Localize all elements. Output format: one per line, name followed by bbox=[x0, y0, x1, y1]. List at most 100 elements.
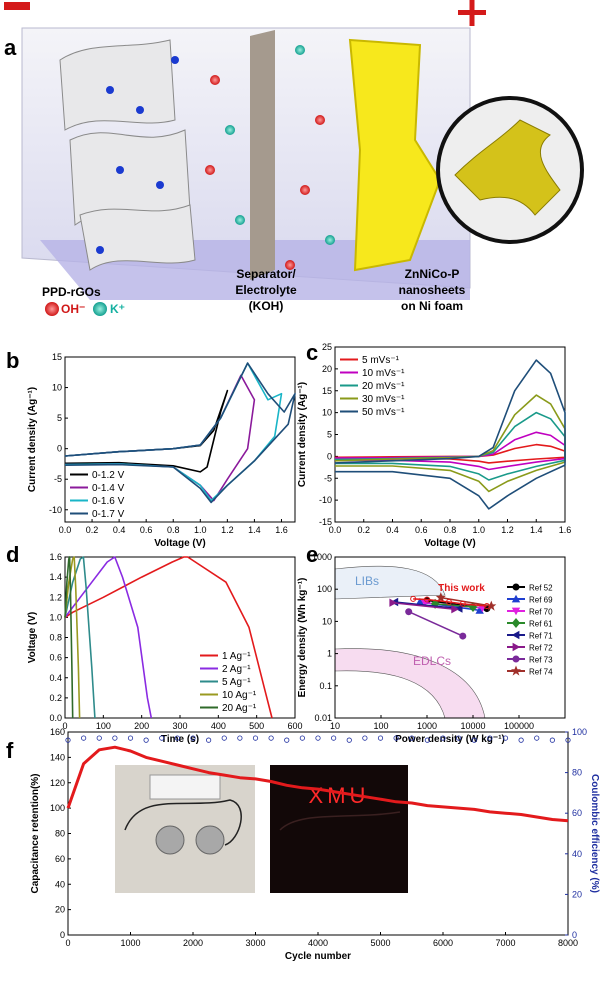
label: nanosheets bbox=[399, 283, 466, 297]
libs-region bbox=[334, 565, 446, 600]
series-line bbox=[64, 556, 153, 719]
marker bbox=[475, 606, 484, 614]
x-tick-label: 100000 bbox=[504, 721, 534, 731]
y-axis-label: Voltage (V) bbox=[27, 612, 38, 663]
y-tick-label: -5 bbox=[324, 473, 332, 483]
y-tick-label: 160 bbox=[50, 727, 65, 737]
plot-frame bbox=[64, 356, 296, 523]
x-tick-label: 400 bbox=[211, 721, 226, 731]
graphene-sheets bbox=[59, 39, 196, 271]
legend-marker bbox=[511, 607, 521, 616]
y-tick-label: 0 bbox=[60, 930, 65, 940]
y-tick-label: 100 bbox=[50, 803, 65, 813]
y-tick-label: 1.4 bbox=[49, 572, 62, 582]
x-tick-label: 0.8 bbox=[167, 525, 180, 535]
x-tick-label: 0 bbox=[62, 721, 67, 731]
legend-label: 0-1.6 V bbox=[92, 496, 125, 507]
x-axis-label: Time (s) bbox=[161, 734, 199, 745]
legend-label: Ref 69 bbox=[529, 596, 553, 605]
marker bbox=[331, 735, 337, 741]
x-tick-label: 8000 bbox=[558, 938, 578, 948]
legend-label: 5 Ag⁻¹ bbox=[222, 677, 251, 688]
marker bbox=[420, 599, 430, 607]
y-tick-label: 10 bbox=[322, 408, 332, 418]
marker bbox=[445, 599, 452, 606]
x-tick-label: 100 bbox=[373, 721, 388, 731]
label: ZnNiCo-P bbox=[405, 267, 460, 281]
marker bbox=[127, 735, 134, 741]
x-tick-label: 0.2 bbox=[86, 525, 99, 535]
y-tick-label: 0.1 bbox=[319, 681, 332, 691]
y2-tick-label: 100 bbox=[572, 727, 587, 737]
marker bbox=[81, 735, 87, 741]
y-tick-label: 60 bbox=[55, 854, 65, 864]
x-tick-label: 600 bbox=[287, 721, 302, 731]
label: K⁺ bbox=[110, 302, 125, 316]
marker bbox=[471, 737, 477, 743]
highlight-label: This work bbox=[438, 583, 485, 594]
y-tick-label: 0.8 bbox=[49, 633, 62, 643]
plot-frame bbox=[64, 556, 296, 719]
label: PPD-rGOs bbox=[42, 285, 101, 299]
marker bbox=[237, 735, 243, 741]
molecules bbox=[96, 56, 179, 254]
marker bbox=[518, 737, 524, 743]
marker bbox=[456, 735, 462, 741]
series-line bbox=[64, 556, 96, 719]
marker bbox=[143, 737, 149, 743]
minus-sign bbox=[4, 2, 30, 10]
legend-label: 2 Ag⁻¹ bbox=[222, 664, 251, 675]
panel-label: a bbox=[4, 35, 17, 60]
plot-frame bbox=[334, 556, 566, 719]
x-tick-label: 1.6 bbox=[559, 525, 572, 535]
marker bbox=[459, 632, 467, 640]
label: Separator/ bbox=[236, 267, 296, 281]
foam-branch bbox=[454, 119, 561, 216]
panel-label: b bbox=[6, 348, 19, 373]
x-tick-label: 0 bbox=[65, 938, 70, 948]
y-tick-label: 1000 bbox=[312, 552, 332, 562]
legend-label: 5 mVs⁻¹ bbox=[362, 355, 400, 366]
y-tick-label: 100 bbox=[317, 584, 332, 594]
legend-marker bbox=[512, 583, 520, 591]
legend-label: 10 mVs⁻¹ bbox=[362, 368, 405, 379]
label: OH⁻ bbox=[61, 302, 85, 316]
y-tick-label: 0 bbox=[57, 444, 62, 454]
x-tick-label: 0.6 bbox=[415, 525, 428, 535]
marker bbox=[96, 735, 102, 741]
marker bbox=[362, 735, 368, 741]
x-axis-label: Power density (W kg⁻¹) bbox=[395, 734, 505, 745]
y-tick-label: 80 bbox=[55, 829, 65, 839]
marker bbox=[440, 735, 446, 741]
schematic bbox=[4, 0, 584, 316]
x-tick-label: 0.6 bbox=[140, 525, 153, 535]
series-line bbox=[392, 601, 455, 610]
x-tick-label: 1.2 bbox=[501, 525, 514, 535]
legend-label: 0-1.7 V bbox=[92, 509, 125, 520]
legend-label: Ref 61 bbox=[529, 620, 553, 629]
y-tick-label: 20 bbox=[322, 364, 332, 374]
series-line bbox=[408, 611, 464, 637]
y-tick-label: 15 bbox=[322, 386, 332, 396]
x-axis-label: Voltage (V) bbox=[424, 538, 475, 549]
marker bbox=[487, 735, 493, 741]
marker bbox=[268, 735, 274, 741]
legend-label: Ref 52 bbox=[529, 584, 553, 593]
marker bbox=[424, 596, 430, 603]
x-tick-label: 0.0 bbox=[329, 525, 342, 535]
marker bbox=[377, 735, 384, 741]
photo-device bbox=[195, 825, 225, 855]
marker bbox=[112, 735, 118, 741]
series-line bbox=[64, 556, 273, 719]
legend-label: 50 mVs⁻¹ bbox=[362, 407, 405, 418]
marker bbox=[206, 737, 212, 743]
series-line bbox=[66, 745, 569, 823]
marker bbox=[534, 735, 540, 741]
marker bbox=[190, 735, 196, 741]
photo-device bbox=[155, 825, 185, 855]
series-line bbox=[64, 362, 296, 504]
annotation: EDLCs bbox=[413, 654, 451, 668]
marker bbox=[346, 737, 352, 743]
series-line bbox=[64, 556, 81, 719]
y-axis-label: Capacitance retention(%) bbox=[30, 773, 41, 893]
